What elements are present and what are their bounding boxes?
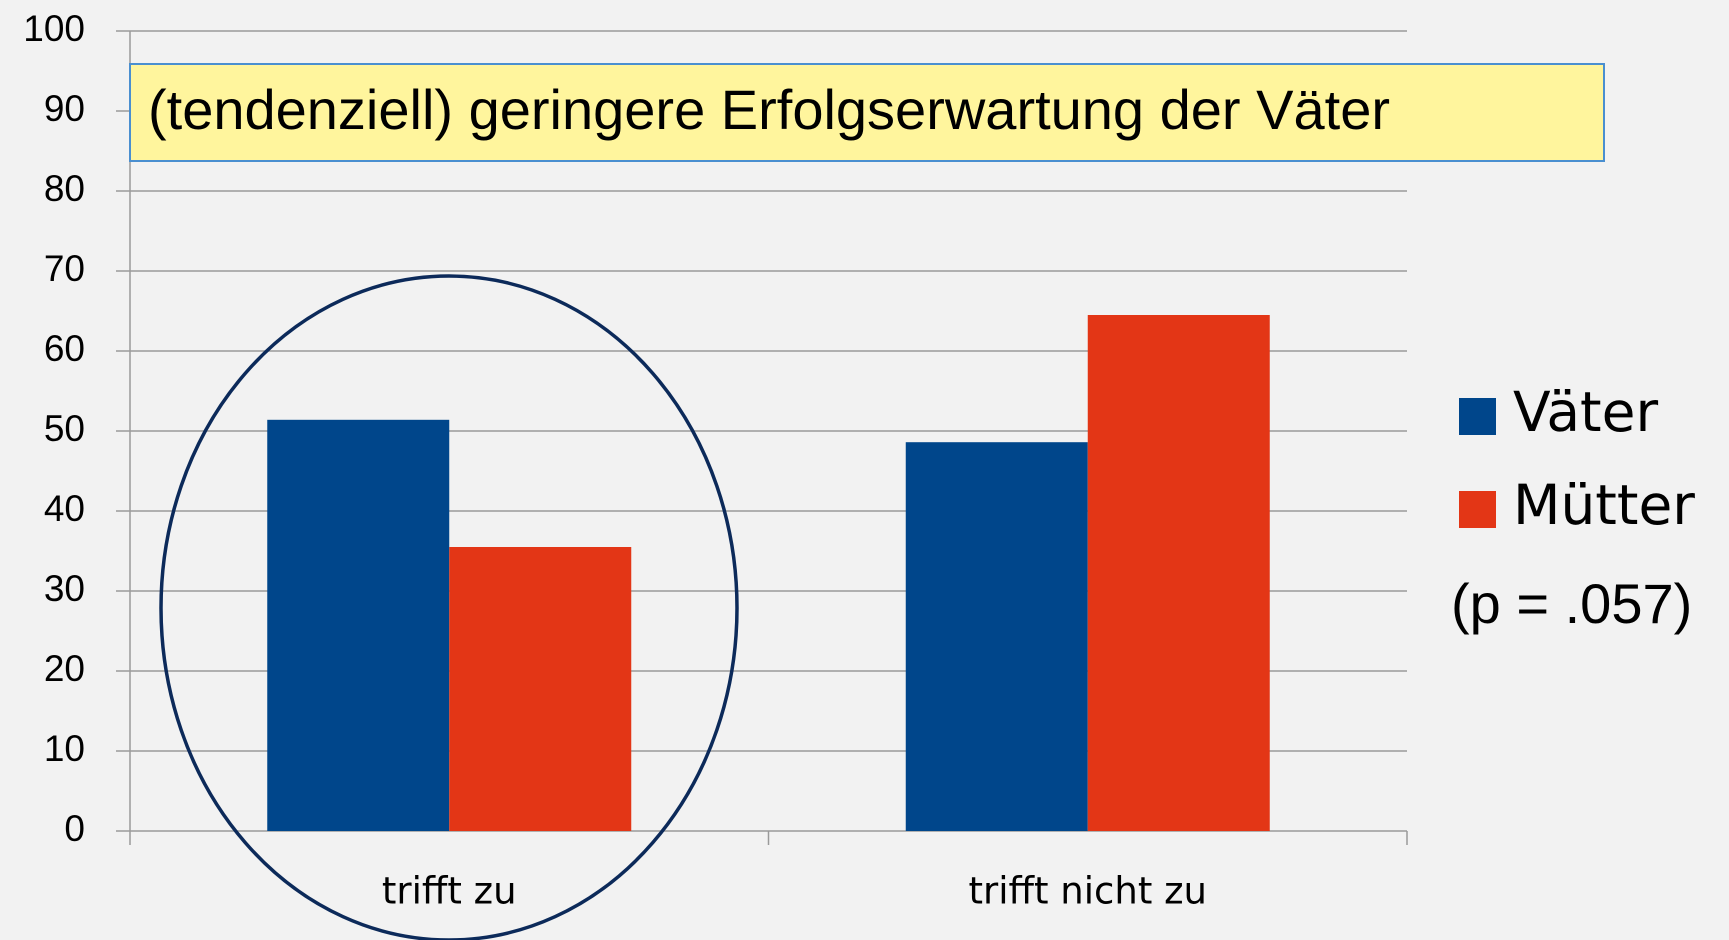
legend-label: Väter	[1513, 380, 1658, 444]
y-tick-label: 20	[44, 648, 85, 689]
bar	[449, 547, 632, 831]
y-tick-label: 90	[44, 88, 85, 129]
y-tick-label: 10	[44, 728, 85, 769]
y-tick-label: 60	[44, 328, 85, 369]
y-tick-label: 70	[44, 248, 85, 289]
x-tick-label: trifft nicht zu	[969, 870, 1207, 913]
bar	[905, 442, 1088, 831]
y-tick-label: 0	[64, 808, 85, 849]
y-tick-label: 80	[44, 168, 85, 209]
title-box	[129, 63, 1605, 162]
y-tick-label: 50	[44, 408, 85, 449]
highlight-ellipse	[159, 274, 739, 940]
x-tick-label: trifft zu	[382, 870, 517, 913]
legend-label: Mütter	[1513, 473, 1695, 537]
bar	[267, 419, 450, 831]
legend-swatch	[1459, 491, 1496, 528]
y-tick-label: 100	[23, 8, 85, 49]
legend-swatch	[1459, 398, 1496, 435]
y-tick-label: 30	[44, 568, 85, 609]
note: (p = .057)	[1451, 572, 1692, 635]
bar	[1087, 315, 1270, 831]
chart-title: (tendenziell) geringere Erfolgserwartung…	[148, 78, 1390, 141]
y-tick-label: 40	[44, 488, 85, 529]
